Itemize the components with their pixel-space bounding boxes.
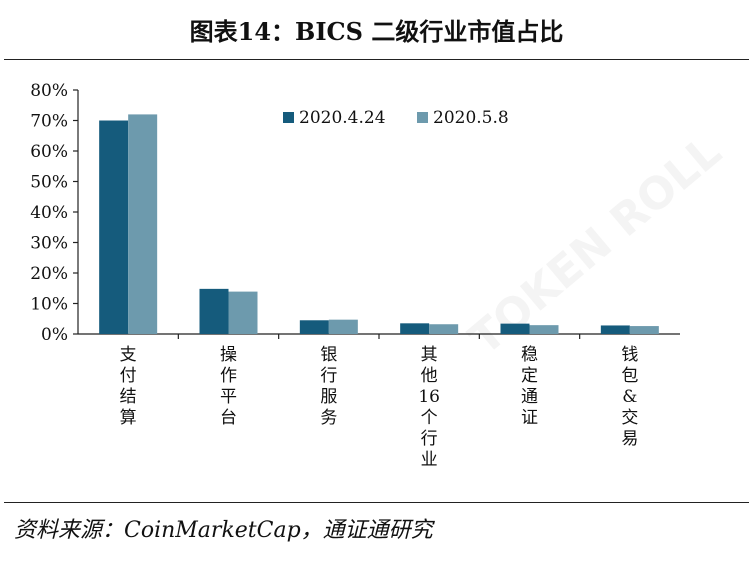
x-category-label: 稳定通证 bbox=[521, 345, 538, 428]
bar-chart: 0% 10% 20% 30% 40% 50% 60% 70% 80% 支付结算 操作平台 银行服务 其… bbox=[30, 81, 680, 470]
bar-series2 bbox=[228, 291, 258, 334]
bar-series2 bbox=[529, 325, 559, 334]
y-tick-label: 70% bbox=[30, 112, 68, 132]
bars bbox=[99, 114, 659, 335]
bottom-rule bbox=[4, 502, 749, 503]
bar-series1 bbox=[500, 323, 530, 334]
y-tick-label: 80% bbox=[30, 81, 68, 101]
y-tick-label: 60% bbox=[30, 142, 68, 162]
bar-series2 bbox=[629, 326, 659, 334]
bar-series1 bbox=[400, 323, 430, 334]
y-axis: 0% 10% 20% 30% 40% 50% 60% 70% 80% bbox=[30, 81, 79, 345]
bar-series2 bbox=[429, 324, 459, 334]
legend-label: 2020.4.24 bbox=[299, 108, 386, 128]
y-tick-label: 30% bbox=[30, 234, 68, 254]
bar-series1 bbox=[299, 320, 329, 334]
legend-swatch bbox=[417, 112, 428, 123]
bar-series1 bbox=[99, 120, 129, 334]
x-category-label: 操作平台 bbox=[220, 345, 237, 428]
y-tick-label: 0% bbox=[41, 325, 68, 345]
x-axis: 支付结算 操作平台 银行服务 其他 16 个行业 稳定通证 钱包&交易 bbox=[78, 333, 680, 470]
bar-series1 bbox=[600, 325, 630, 334]
bar-series2 bbox=[128, 114, 158, 335]
legend-label: 2020.5.8 bbox=[433, 108, 509, 128]
bar-series2 bbox=[328, 319, 358, 334]
figure-title: 图表14：BICS 二级行业市值占比 bbox=[189, 17, 564, 46]
x-category-label: 钱包&交易 bbox=[621, 345, 638, 449]
y-tick-label: 20% bbox=[30, 264, 68, 284]
y-tick-label: 10% bbox=[30, 295, 68, 315]
bar-series1 bbox=[199, 288, 229, 334]
x-category-label: 其他 16 个行业 bbox=[418, 345, 440, 470]
x-category-label: 银行服务 bbox=[320, 345, 337, 428]
y-tick-label: 40% bbox=[30, 203, 68, 223]
legend: 2020.4.24 2020.5.8 bbox=[283, 108, 509, 128]
x-category-label: 支付结算 bbox=[120, 345, 137, 428]
top-rule bbox=[4, 59, 749, 60]
y-tick-label: 50% bbox=[30, 173, 68, 193]
source-note: 资料来源：CoinMarketCap，通证通研究 bbox=[14, 518, 433, 543]
legend-swatch bbox=[283, 112, 294, 123]
